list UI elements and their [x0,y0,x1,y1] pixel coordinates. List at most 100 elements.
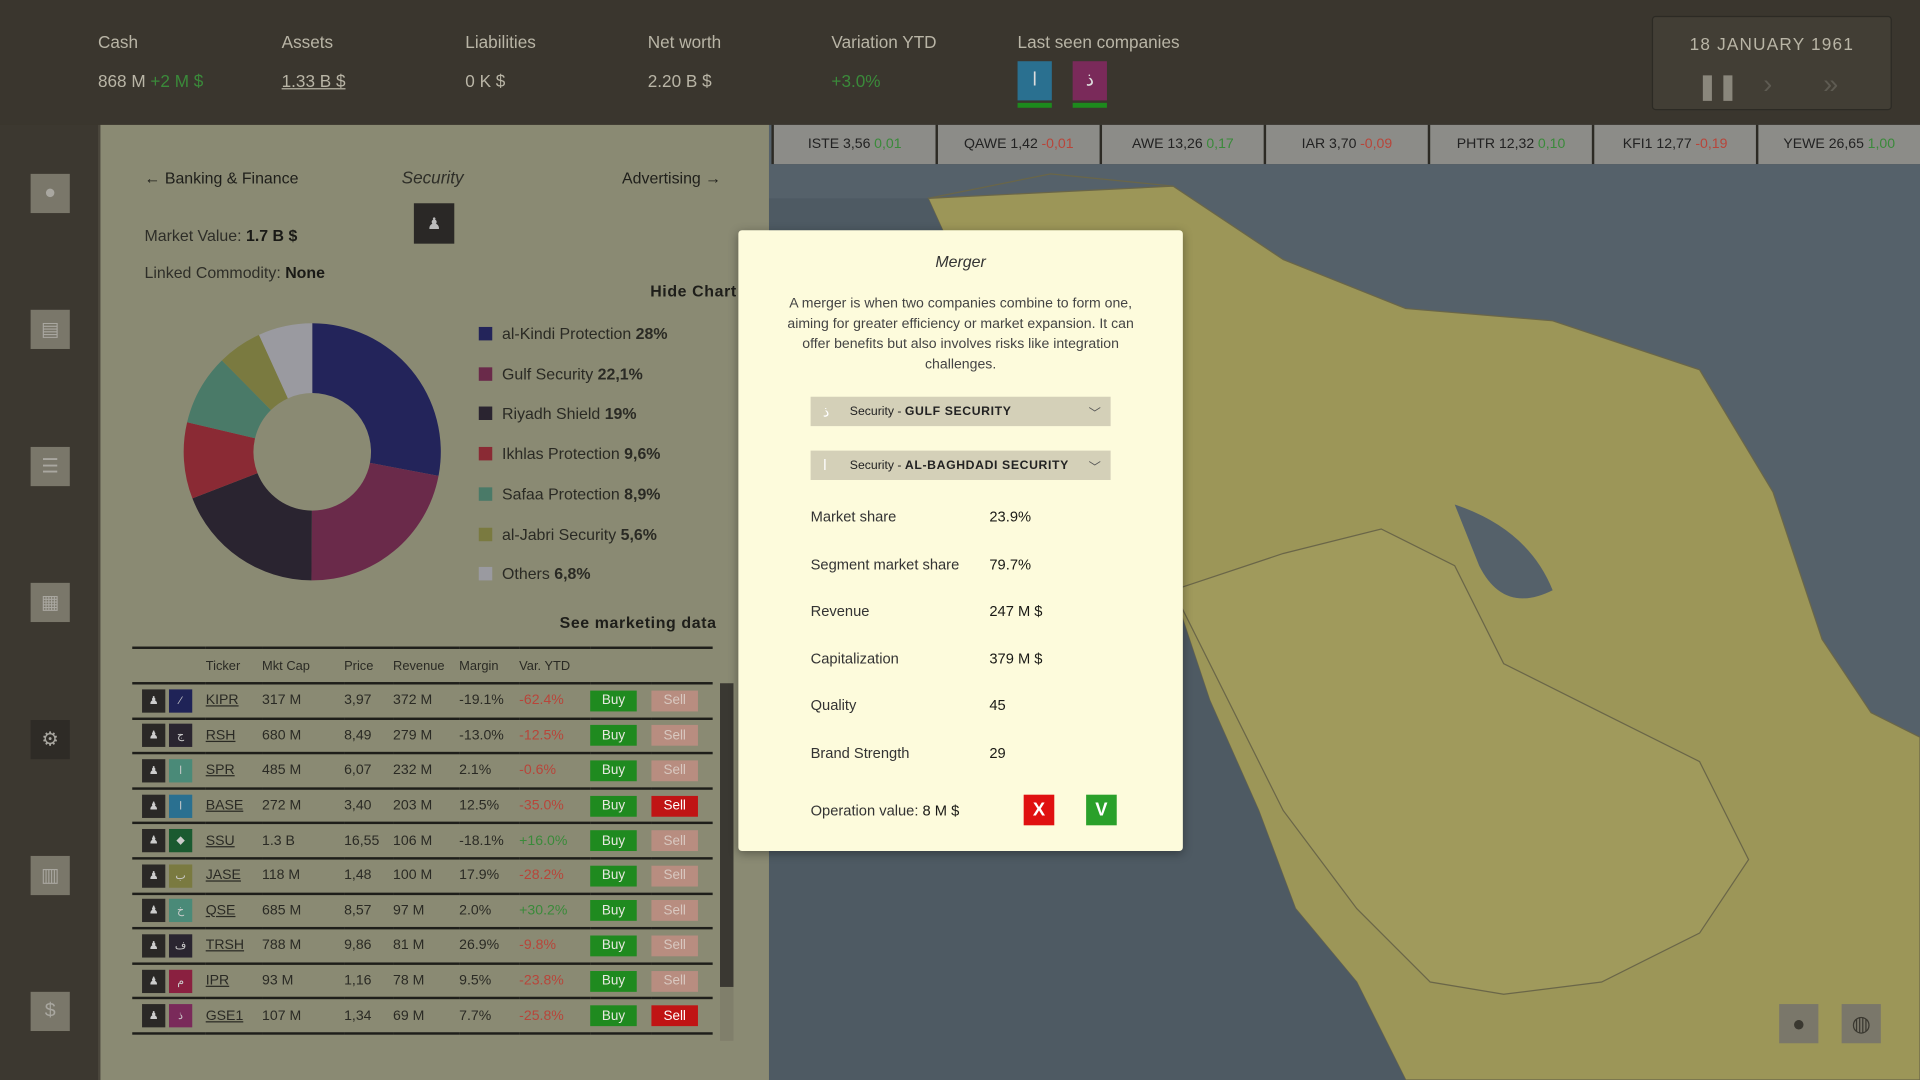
next-sector-link[interactable]: Advertising → [622,168,722,188]
cancel-button[interactable]: X [1023,794,1055,826]
dialog-description: A merger is when two companies combine t… [787,296,1134,372]
ticker-link[interactable]: JASE [205,868,241,884]
ticker-link[interactable]: SPR [205,763,235,779]
buy-button[interactable]: Buy [590,970,637,992]
person-icon[interactable]: ● [30,173,70,214]
building-icon[interactable]: ▥ [30,855,70,896]
security-guard-icon: ♟ [413,203,455,244]
company-logo[interactable]: ذ [1072,61,1107,101]
gears-icon[interactable]: ⚙ [30,720,70,760]
market-value-amount: 1.7 B $ [245,226,298,245]
globe-icon[interactable]: ◍ [1841,1004,1881,1044]
legend-value: 22,1% [597,364,643,383]
pie-slice [258,323,313,399]
company-select-1[interactable]: ذ Security - GULF SECURITY ﹀ [810,396,1111,427]
last-seen-company[interactable]: ذ [1072,61,1107,108]
company-logo[interactable]: ا [1017,61,1052,101]
ticker-name: IAR 3,70 [1301,137,1357,152]
ticker-item[interactable]: KFI1 12,77 -0,19 [1594,124,1756,165]
buy-button[interactable]: Buy [590,725,637,747]
sell-button[interactable]: Sell [651,970,698,992]
documents-icon[interactable]: ▦ [30,582,70,623]
stat-label: Revenue [810,602,870,620]
security-guard-icon: ♟ [142,934,166,958]
legend-swatch [478,527,493,541]
table-scrollbar[interactable] [720,683,734,1041]
legend-item: Riyadh Shield 19% [478,405,637,423]
ticker-item[interactable]: QAWE 1,42 -0,01 [937,124,1100,165]
mkt-cap-cell: 788 M [262,928,345,965]
company-logo: ◆ [168,829,193,853]
company-logo-glyph: ذ [822,402,830,421]
revenue-cell: 203 M [393,788,460,825]
hide-chart-button[interactable]: Hide Chart [650,281,737,301]
buy-button[interactable]: Buy [590,935,637,957]
legend-item: Ikhlas Protection 9,6% [478,444,660,463]
ticker-link[interactable]: TRSH [205,938,245,954]
ticker-item[interactable]: ISTE 3,56 0,01 [773,124,936,165]
company-select-2[interactable]: ا Security - AL-BAGHDADI SECURITY ﹀ [810,450,1111,481]
sell-button[interactable]: Sell [651,865,698,887]
pie-slice [187,360,271,439]
ticker-item[interactable]: AWE 13,26 0,17 [1102,124,1264,165]
company-status-bar [1072,102,1107,108]
buy-button[interactable]: Buy [590,1005,637,1027]
price-cell: 8,57 [344,893,394,930]
sell-button[interactable]: Sell [651,690,698,712]
money-icon[interactable]: $ [30,991,70,1032]
legend-swatch [478,407,493,421]
confirm-button[interactable]: V [1086,794,1117,826]
sell-button[interactable]: Sell [651,1005,698,1027]
buy-button[interactable]: Buy [590,865,637,887]
fast-forward-icon[interactable]: » [1823,68,1839,100]
ticker-item[interactable]: IAR 3,70 -0,09 [1266,124,1428,165]
last-seen-company[interactable]: ا [1017,61,1052,108]
company-logo: ج [168,724,193,748]
advisor-icon[interactable]: ● [1779,1004,1819,1044]
col-var-ytd: Var. YTD [519,646,591,685]
pause-icon[interactable]: ❚❚ [1697,73,1739,101]
revenue-cell: 106 M [393,823,460,860]
sell-button[interactable]: Sell [651,760,698,782]
sell-button[interactable]: Sell [651,935,698,957]
ticker-item[interactable]: YEWE 26,65 1,00 [1758,124,1920,165]
market-value: Market Value: 1.7 B $ [144,227,297,245]
ticker-link[interactable]: RSH [205,728,236,744]
buy-button[interactable]: Buy [590,795,637,817]
select-value: AL-BAGHDADI SECURITY [904,458,1069,473]
security-guard-icon: ♟ [142,829,166,853]
buy-button[interactable]: Buy [590,690,637,712]
assets-value[interactable]: 1.33 B $ [281,71,346,91]
col-price: Price [344,646,394,685]
security-guard-icon: ♟ [142,899,166,923]
buy-button[interactable]: Buy [590,760,637,782]
ticker-link[interactable]: IPR [205,973,230,989]
revenue-cell: 81 M [393,928,460,965]
database-icon[interactable]: ☰ [30,446,70,487]
sell-button[interactable]: Sell [651,725,698,747]
company-logo: ف [168,934,193,958]
see-marketing-data-link[interactable]: See marketing data [559,613,717,632]
prev-sector-link[interactable]: ← Banking & Finance [144,168,299,188]
sell-button[interactable]: Sell [651,830,698,852]
ticker-link[interactable]: KIPR [205,693,239,709]
play-icon[interactable]: › [1763,68,1773,100]
ticker-item[interactable]: PHTR 12,32 0,10 [1430,124,1592,165]
ticker-link[interactable]: GSE1 [205,1008,244,1024]
ticker-link[interactable]: BASE [205,798,244,814]
col-margin: Margin [459,646,520,685]
sell-button[interactable]: Sell [651,900,698,922]
price-cell: 16,55 [344,823,394,860]
buy-button[interactable]: Buy [590,830,637,852]
sell-button[interactable]: Sell [651,795,698,817]
ticker-link[interactable]: SSU [205,833,235,849]
legend-label: Ikhlas Protection [502,444,620,463]
buy-button[interactable]: Buy [590,900,637,922]
mkt-cap-cell: 680 M [262,718,345,755]
variation-value: +3.0% [831,71,881,91]
variation-label: Variation YTD [831,31,937,52]
ticker-link[interactable]: QSE [205,903,236,919]
scrollbar-thumb[interactable] [720,683,734,987]
passport-icon[interactable]: ▤ [30,309,70,349]
price-cell: 1,34 [344,998,394,1035]
